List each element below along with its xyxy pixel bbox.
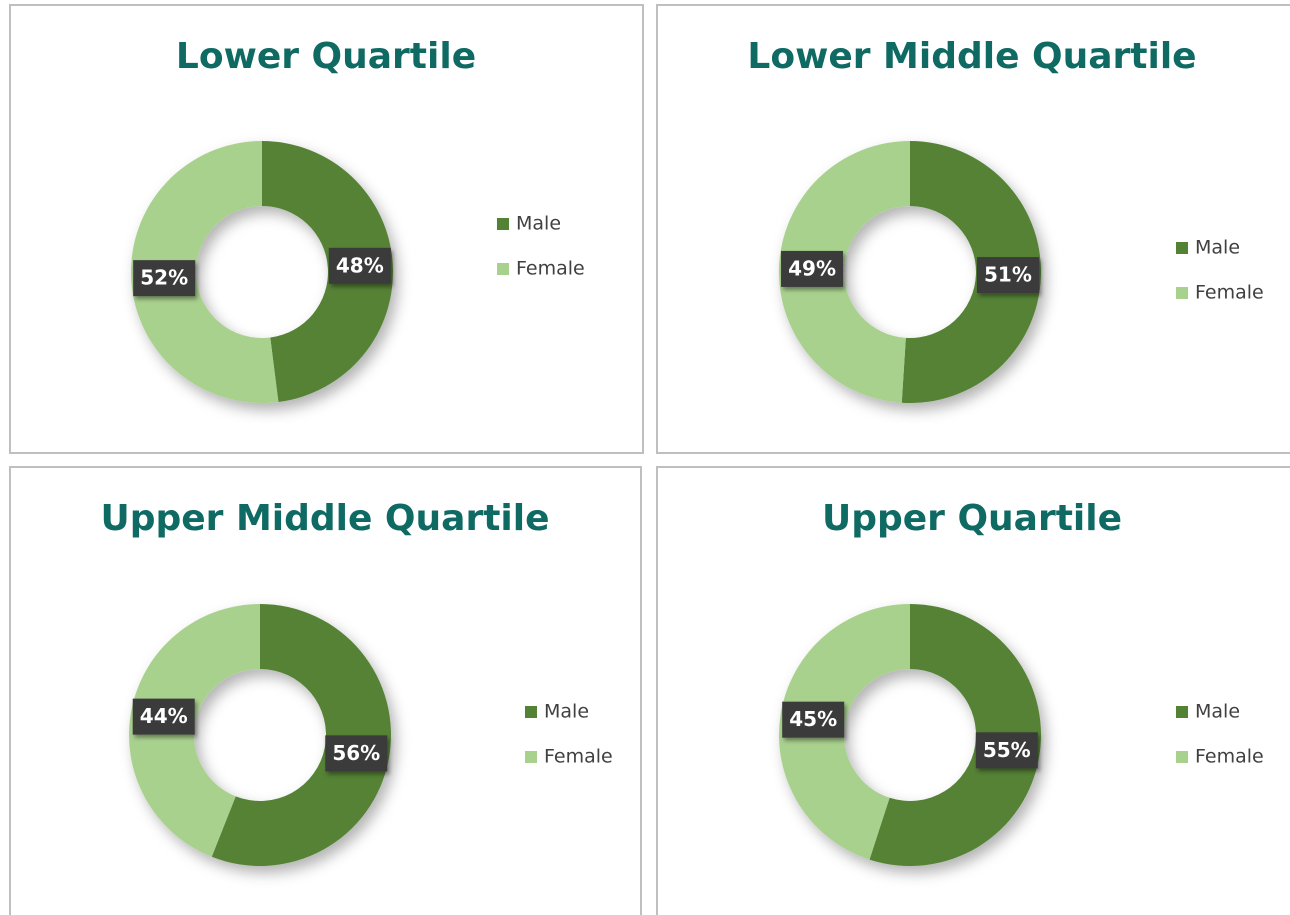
donut-slice: [262, 141, 394, 402]
data-label-box: [132, 698, 195, 735]
legend-swatch: [525, 706, 537, 718]
donut: [129, 604, 392, 867]
data-label: 48%: [336, 253, 384, 277]
donut: [778, 141, 1041, 403]
legend-swatch: [1176, 287, 1188, 299]
data-label: 49%: [788, 256, 836, 280]
legend-label: Female: [516, 258, 585, 280]
legend-label: Female: [1195, 282, 1264, 304]
donut: [779, 604, 1042, 866]
legend-swatch: [1176, 751, 1188, 763]
data-label: 52%: [140, 266, 188, 290]
legend-label: Female: [1195, 746, 1264, 768]
data-label-box: [781, 250, 844, 287]
legend-label: Male: [544, 701, 589, 723]
data-label: 55%: [983, 738, 1031, 762]
legend-swatch: [497, 263, 509, 275]
data-label: 56%: [332, 741, 380, 765]
legend-label: Female: [544, 746, 613, 768]
data-label: 45%: [789, 707, 837, 731]
donut-slice: [901, 141, 1041, 403]
legend-label: Male: [1195, 237, 1240, 259]
chart-title: Lower Middle Quartile: [747, 36, 1196, 77]
legend-label: Male: [516, 213, 561, 235]
donut-slice: [131, 141, 279, 403]
data-label-box: [975, 732, 1038, 769]
donut-slice: [211, 604, 392, 867]
donut-slice: [129, 604, 260, 857]
data-label-box: [325, 735, 388, 772]
data-label: 51%: [984, 263, 1032, 287]
chart-title: Upper Middle Quartile: [100, 498, 549, 539]
data-label-box: [976, 257, 1039, 294]
legend-label: Male: [1195, 701, 1240, 723]
donut: [131, 141, 394, 403]
legend-swatch: [1176, 242, 1188, 254]
chart-title: Upper Quartile: [822, 498, 1122, 539]
legend-swatch: [1176, 706, 1188, 718]
donut-slice: [779, 604, 910, 860]
chart-title: Lower Quartile: [176, 36, 476, 77]
data-label-box: [328, 247, 391, 284]
legend-swatch: [497, 218, 509, 230]
donut-slice: [778, 141, 910, 403]
data-label-box: [133, 260, 196, 297]
data-label: 44%: [140, 704, 188, 728]
legend-swatch: [525, 751, 537, 763]
data-label-box: [782, 701, 845, 738]
donut-slice: [869, 604, 1042, 866]
